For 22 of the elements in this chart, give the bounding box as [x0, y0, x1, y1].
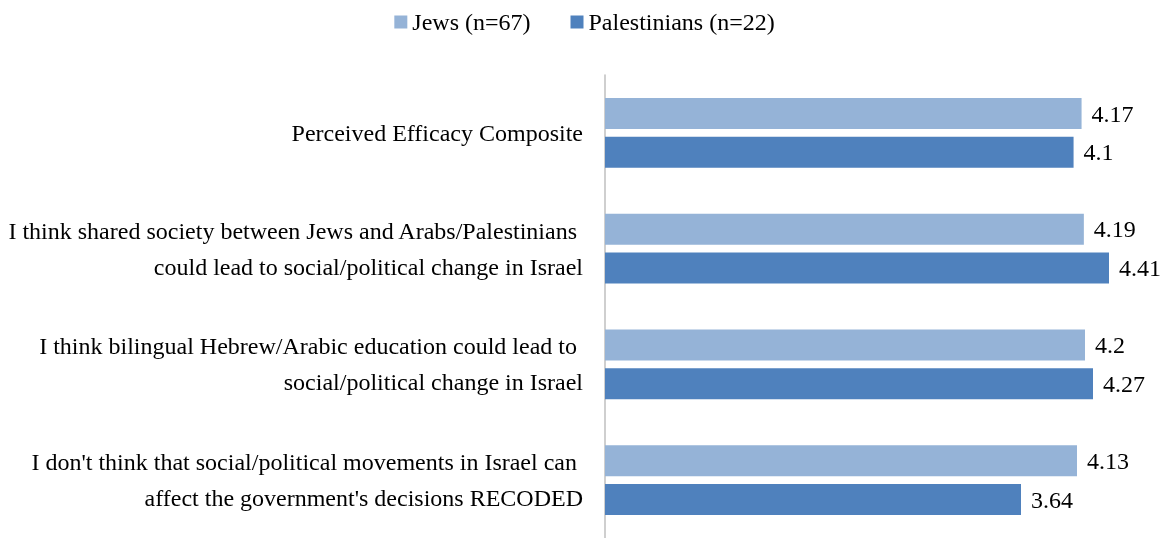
y-tick-label: I think shared society between Jews and Arabs/Palestinians could lead to social/political change in Israel — [8, 217, 584, 280]
bar — [605, 98, 1082, 129]
bar — [605, 329, 1085, 361]
data-label: 4.13 — [1087, 447, 1129, 474]
legend-label: Jews (n=67) — [412, 9, 531, 35]
y-tick-label: Perceived Efficacy Composite — [291, 119, 583, 146]
data-label: 4.1 — [1083, 139, 1114, 166]
legend-label: Palestinians (n=22) — [588, 9, 775, 35]
bar — [605, 252, 1109, 284]
bar — [605, 213, 1084, 245]
data-label: 4.27 — [1103, 370, 1145, 397]
data-label: 4.41 — [1119, 255, 1161, 281]
bar — [605, 484, 1021, 515]
bar — [605, 368, 1093, 400]
data-label: 4.19 — [1093, 216, 1136, 243]
bar — [605, 136, 1074, 168]
bar — [605, 445, 1077, 477]
data-label: 4.2 — [1095, 332, 1125, 358]
y-tick-label: I don't think that social/political movements in Israel can affect the government's decisions RECODED — [31, 449, 583, 512]
data-label: 3.64 — [1031, 486, 1073, 513]
y-tick-label: I think bilingual Hebrew/Arabic education could lead to social/political change in Israel — [39, 333, 584, 396]
data-label: 4.17 — [1091, 100, 1134, 127]
